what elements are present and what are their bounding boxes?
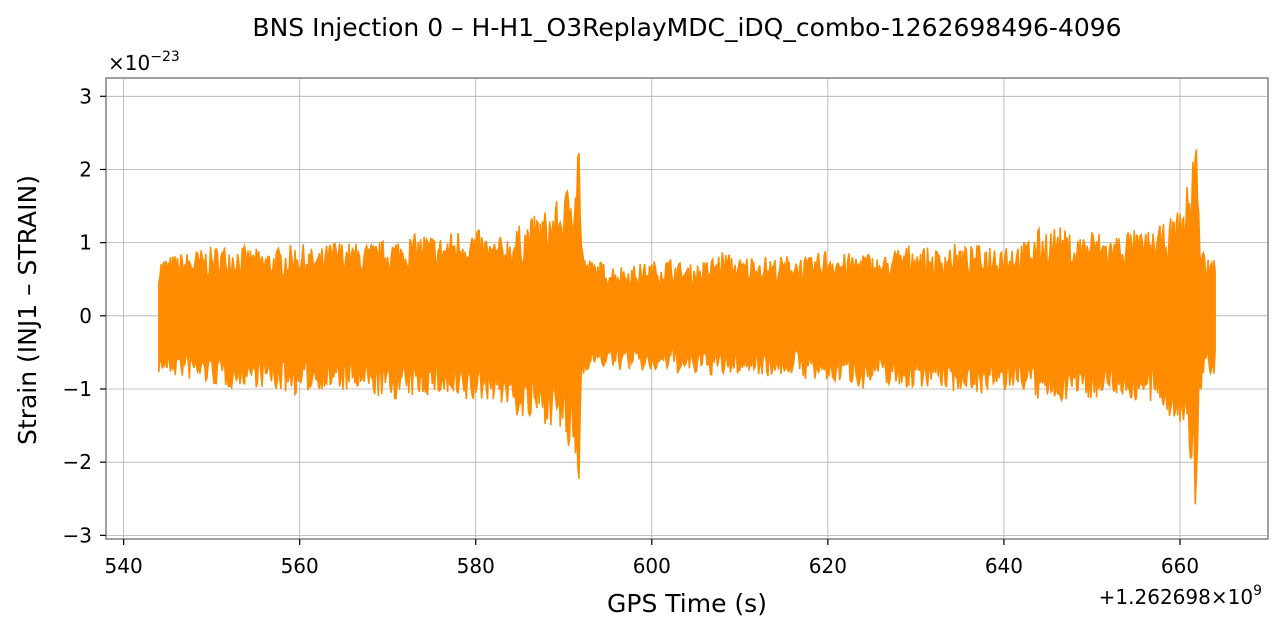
x-tick-label: 600 bbox=[633, 554, 671, 578]
x-tick-label: 540 bbox=[105, 554, 143, 578]
x-tick-label: 580 bbox=[457, 554, 495, 578]
x-tick-label: 560 bbox=[281, 554, 319, 578]
y-tick-label: 1 bbox=[79, 231, 92, 255]
y-tick-label: −2 bbox=[63, 450, 92, 474]
y-axis-ticks: −3 −2 −1 0 1 2 3 bbox=[63, 84, 106, 547]
x-tick-label: 620 bbox=[809, 554, 847, 578]
x-axis-ticks: 540 560 580 600 620 640 660 bbox=[105, 539, 1199, 578]
x-tick-label: 640 bbox=[985, 554, 1023, 578]
plot-area bbox=[158, 149, 1216, 505]
y-tick-label: 0 bbox=[79, 304, 92, 328]
y-axis-label: Strain (INJ1 – STRAIN) bbox=[13, 175, 42, 445]
y-tick-label: −1 bbox=[63, 377, 92, 401]
strain-signal-line bbox=[158, 149, 1216, 505]
y-tick-label: 2 bbox=[79, 157, 92, 181]
x-offset-label: +1.262698×109 bbox=[1099, 583, 1262, 609]
y-tick-label: −3 bbox=[63, 523, 92, 547]
y-scale-factor: ×10−23 bbox=[108, 49, 180, 75]
x-axis-label: GPS Time (s) bbox=[607, 589, 767, 618]
chart-title: BNS Injection 0 – H-H1_O3ReplayMDC_iDQ_c… bbox=[252, 13, 1121, 42]
x-tick-label: 660 bbox=[1161, 554, 1199, 578]
axes-frame bbox=[105, 77, 1269, 540]
y-tick-label: 3 bbox=[79, 84, 92, 108]
